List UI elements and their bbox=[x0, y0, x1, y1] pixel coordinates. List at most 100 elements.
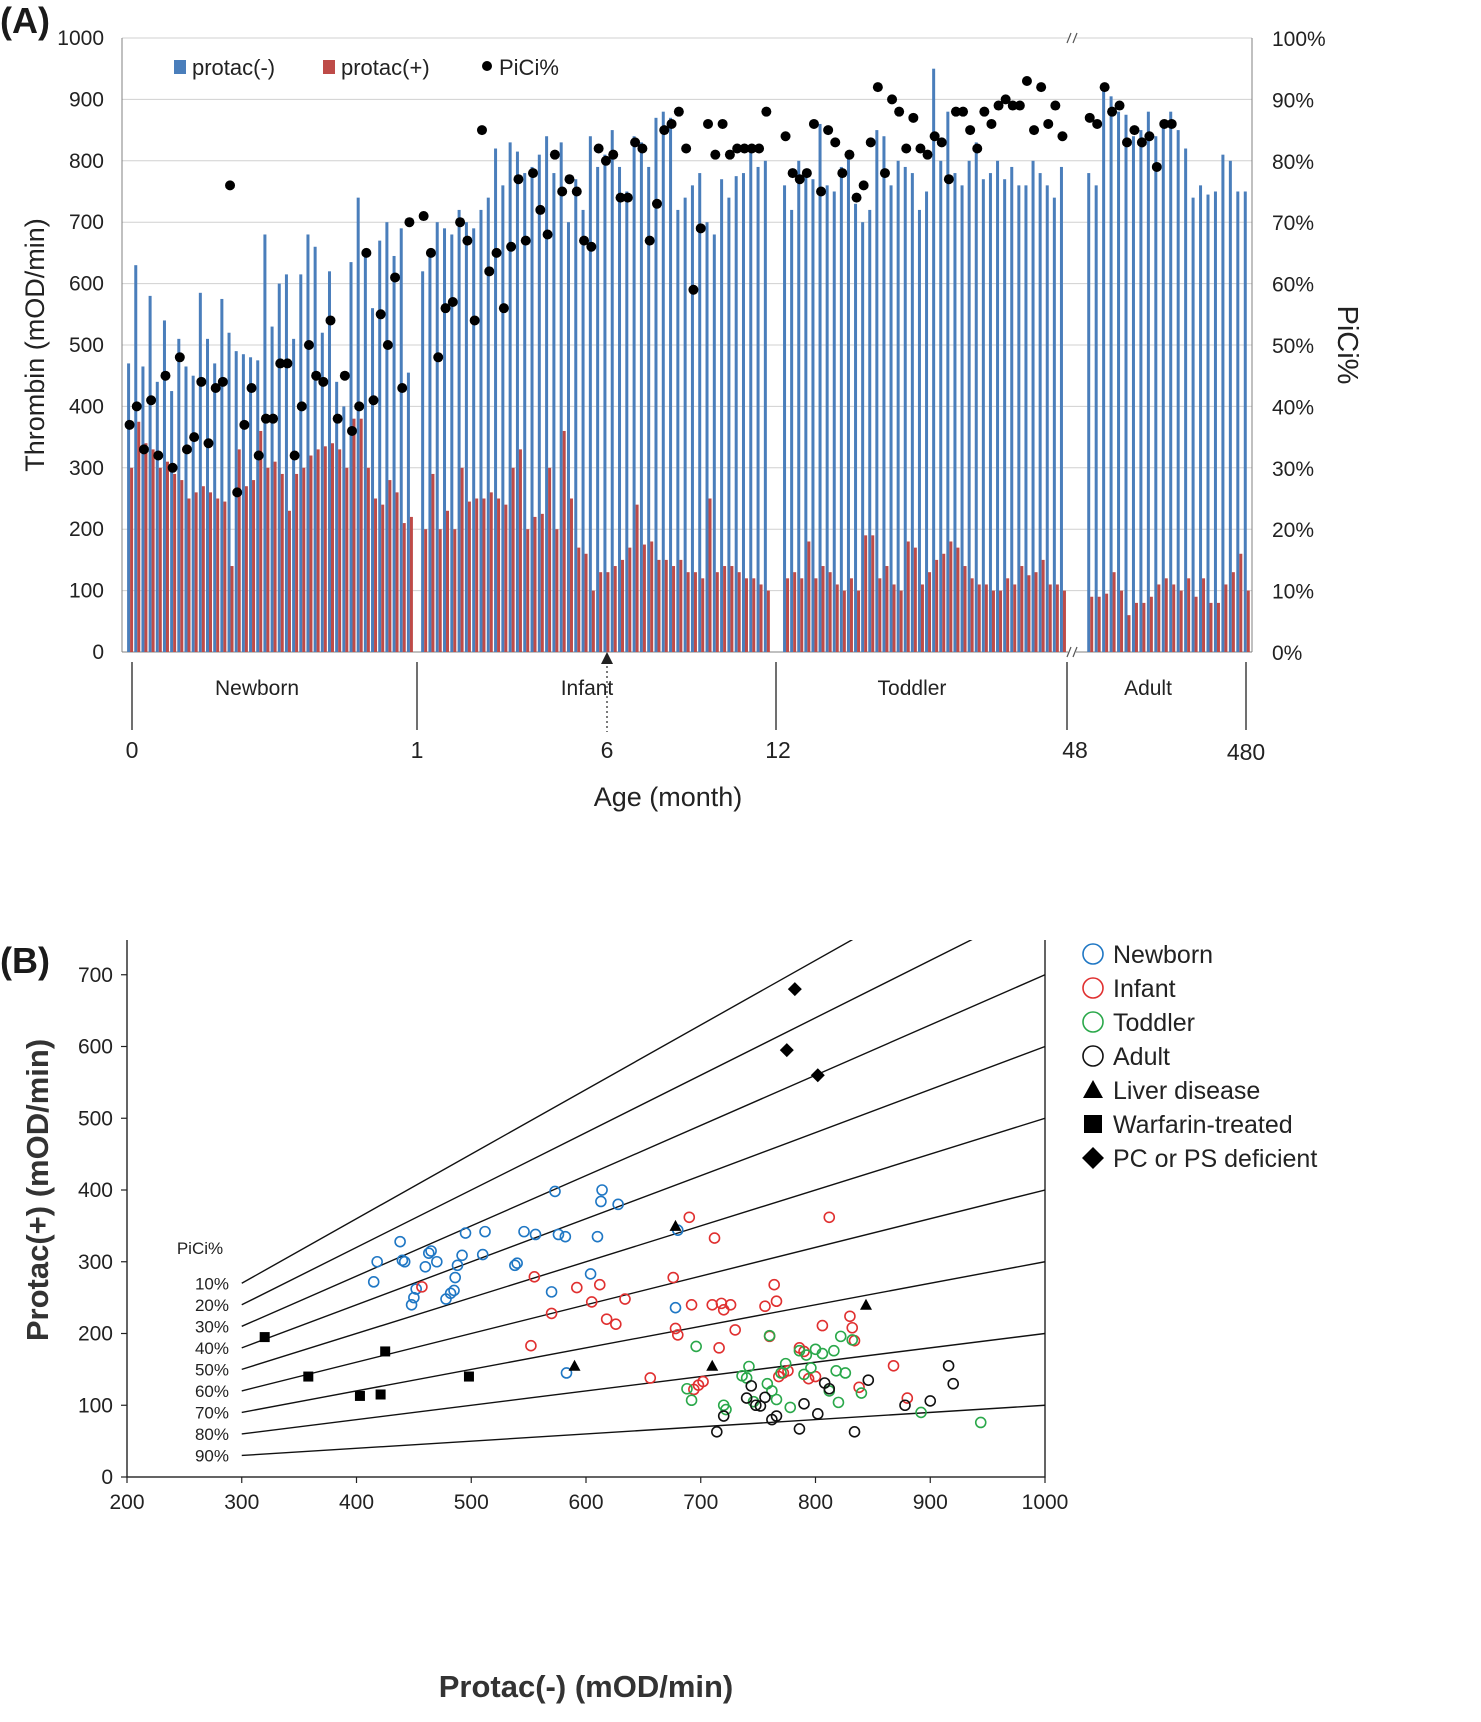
bar-protac-plus bbox=[1239, 553, 1243, 652]
bar-protac-minus bbox=[486, 197, 490, 652]
bar-protac-plus bbox=[1142, 602, 1146, 652]
bar-protac-minus bbox=[1117, 111, 1121, 653]
bar-protac-minus bbox=[552, 173, 556, 652]
bar-protac-minus bbox=[932, 68, 936, 652]
pici-dot bbox=[542, 229, 553, 240]
bar-protac-minus bbox=[618, 166, 622, 652]
bar-protac-minus bbox=[1154, 136, 1158, 653]
pici-dot bbox=[717, 118, 728, 129]
y-right-axis-title: PiCi% bbox=[1331, 306, 1363, 385]
legend-marker bbox=[1082, 1045, 1104, 1067]
bar-protac-plus bbox=[388, 480, 392, 652]
bar-protac-minus bbox=[981, 179, 985, 652]
legend-swatch bbox=[174, 60, 186, 74]
y-left-tick-label: 300 bbox=[69, 457, 104, 480]
bar-protac-plus bbox=[1127, 615, 1131, 652]
bar-protac-minus bbox=[545, 136, 549, 653]
pici-dot bbox=[131, 401, 142, 412]
pici-dot bbox=[303, 340, 314, 350]
point-toddler bbox=[974, 1416, 987, 1429]
bar-protac-plus bbox=[899, 590, 903, 652]
pici-dot bbox=[710, 149, 721, 160]
point-infant bbox=[809, 1370, 822, 1383]
point-newborn bbox=[518, 1225, 530, 1238]
bar-protac-minus bbox=[306, 234, 310, 653]
pici-dot bbox=[608, 149, 619, 160]
point-warfarin-treated bbox=[375, 1389, 386, 1400]
bar-protac-plus bbox=[849, 578, 853, 652]
age-tick-label: 0 bbox=[126, 737, 139, 763]
bar-protac-minus bbox=[712, 234, 716, 653]
pici-dot bbox=[746, 143, 757, 154]
bar-protac-plus bbox=[693, 572, 697, 652]
bar-protac-plus bbox=[686, 572, 690, 652]
bar-protac-plus bbox=[1055, 584, 1059, 652]
pici-dot bbox=[425, 247, 436, 258]
bar-protac-plus bbox=[664, 559, 668, 652]
pici-dot bbox=[666, 118, 677, 129]
pici-dot bbox=[275, 358, 286, 369]
bar-protac-minus bbox=[705, 222, 709, 652]
bar-protac-minus bbox=[184, 366, 188, 652]
bar-protac-minus bbox=[443, 228, 447, 652]
bar-protac-plus bbox=[137, 421, 141, 652]
pici-dot bbox=[1014, 100, 1025, 111]
legend-label: Warfarin-treated bbox=[1113, 1111, 1293, 1139]
bar-protac-plus bbox=[842, 590, 846, 652]
bar-protac-plus bbox=[744, 578, 748, 652]
protac-scatter-chart: 200 300 400 500 600 700 800 900 1000 0 100 200 300 40… bbox=[20, 940, 1317, 1704]
bar-protac-plus bbox=[906, 541, 910, 652]
bar-protac-minus bbox=[1017, 185, 1021, 653]
bar-protac-minus bbox=[170, 391, 174, 652]
bar-protac-minus bbox=[206, 338, 210, 652]
bar-protac-minus bbox=[457, 209, 461, 653]
point-adult bbox=[750, 1399, 762, 1412]
bar-protac-minus bbox=[523, 173, 527, 652]
pici-dot bbox=[929, 131, 940, 142]
y-right-tick-label: 40% bbox=[1272, 396, 1314, 419]
y-tick-label: 300 bbox=[78, 1251, 113, 1274]
pici-reference-line bbox=[241, 1261, 1045, 1414]
pici-dot bbox=[225, 180, 236, 191]
pici-dot bbox=[586, 241, 597, 252]
bar-protac-plus bbox=[1224, 584, 1228, 652]
bar-protac-minus bbox=[756, 166, 760, 652]
bar-protac-plus bbox=[352, 418, 356, 652]
pici-dot bbox=[318, 376, 329, 387]
pici-dot bbox=[1043, 118, 1054, 129]
bar-protac-plus bbox=[1134, 602, 1138, 652]
pici-dot bbox=[630, 137, 641, 148]
bar-protac-minus bbox=[213, 363, 217, 652]
bar-protac-plus bbox=[273, 461, 277, 652]
point-infant bbox=[585, 1296, 598, 1308]
bar-protac-minus bbox=[797, 160, 801, 653]
bar-protac-plus bbox=[793, 572, 797, 652]
pici-dot bbox=[965, 125, 976, 136]
pici-reference-line bbox=[241, 1117, 1045, 1371]
pici-dot bbox=[571, 186, 582, 197]
axis-break-mark bbox=[1072, 32, 1078, 44]
bar-protac-plus bbox=[708, 498, 712, 652]
pici-dot bbox=[160, 370, 171, 381]
bar-protac-plus bbox=[395, 492, 399, 652]
point-infant bbox=[846, 1321, 859, 1334]
pici-dot bbox=[979, 106, 990, 117]
bar-protac-minus bbox=[1184, 148, 1188, 652]
pici-dot bbox=[865, 137, 876, 148]
pici-dot bbox=[484, 266, 495, 277]
bar-protac-plus bbox=[1034, 572, 1038, 652]
point-adult bbox=[717, 1410, 730, 1422]
bar-protac-plus bbox=[173, 473, 177, 652]
age-tick-label: 48 bbox=[1062, 737, 1088, 763]
bar-protac-plus bbox=[970, 578, 974, 652]
bar-protac-minus bbox=[406, 372, 410, 652]
bar-protac-minus bbox=[327, 271, 331, 652]
age-group-label: Adult bbox=[1124, 677, 1172, 700]
bar-protac-minus bbox=[647, 166, 651, 652]
y-left-axis-title: Thrombin (mOD/min) bbox=[20, 218, 50, 472]
pici-reference-line bbox=[241, 974, 1045, 1327]
point-infant bbox=[571, 1281, 583, 1294]
point-newborn bbox=[529, 1228, 542, 1241]
pici-dot bbox=[993, 100, 1004, 111]
bar-protac-plus bbox=[999, 590, 1003, 652]
